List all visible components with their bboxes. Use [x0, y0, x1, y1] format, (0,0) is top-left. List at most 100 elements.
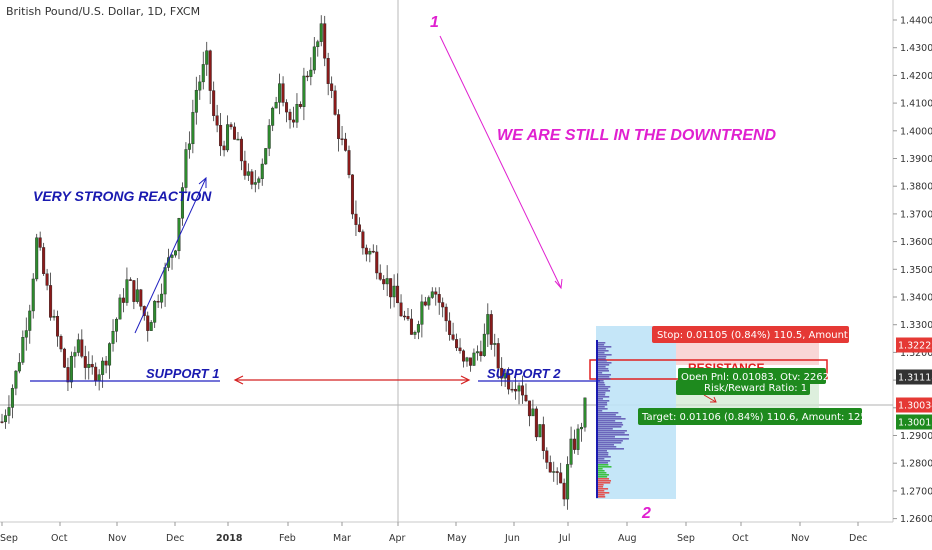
candle: [458, 338, 462, 354]
x-tick-label: Sep: [0, 533, 18, 544]
candle: [128, 277, 132, 281]
candle: [420, 294, 424, 338]
candle: [382, 275, 386, 290]
volume-profile-bar: [598, 440, 623, 442]
candle: [194, 76, 198, 125]
candle: [239, 136, 243, 171]
candle: [250, 169, 254, 190]
risk-reward-box[interactable]: Risk/Reward Ratio: 1: [676, 380, 810, 395]
downtrend-label: WE ARE STILL IN THE DOWNTREND: [497, 127, 777, 144]
volume-profile-bar: [598, 390, 611, 392]
price-badge: [896, 397, 932, 413]
candle: [264, 148, 268, 165]
time-axis[interactable]: Sep Oct Nov Dec 2018 Feb Mar Apr May Jun Jul Aug Sep…: [0, 522, 867, 544]
candle: [486, 303, 490, 347]
candle: [472, 348, 476, 366]
target-box[interactable]: Target: 0.01106 (0.84%) 110.6, Amount: 1…: [638, 408, 889, 425]
candle: [45, 268, 49, 291]
volume-profile-bar: [598, 488, 609, 490]
candle: [576, 424, 580, 455]
candle: [62, 347, 66, 369]
candle: [24, 317, 28, 351]
candle: [215, 104, 219, 133]
candle: [49, 272, 53, 321]
candle: [517, 382, 521, 405]
candle: [510, 381, 514, 393]
candle: [333, 85, 337, 116]
svg-text:Open Pnl: 0.01083, Qty: 22624: Open Pnl: 0.01083, Qty: 22624: [681, 372, 835, 383]
volume-profile-bar: [598, 398, 604, 400]
candle: [541, 416, 545, 460]
candle: [28, 304, 32, 344]
candle: [364, 244, 368, 262]
candle: [514, 375, 518, 400]
candle: [319, 15, 323, 47]
candle: [423, 296, 427, 307]
candle: [243, 150, 247, 180]
y-tick-label: 1.32000: [900, 348, 932, 359]
volume-profile-bar: [598, 444, 615, 446]
candle: [0, 413, 4, 424]
candle: [80, 329, 84, 359]
y-tick-label: 1.29000: [900, 431, 932, 442]
volume-profile-bar: [598, 446, 617, 448]
x-tick-label: Nov: [108, 533, 127, 544]
candle: [527, 400, 531, 427]
candle: [371, 244, 375, 254]
volume-profile-bar: [598, 416, 622, 418]
candle: [559, 462, 563, 484]
y-tick-label: 1.33000: [900, 320, 932, 331]
candle: [222, 140, 226, 157]
range-arrow[interactable]: [233, 375, 471, 385]
volume-profile-bar: [598, 484, 604, 486]
candle: [295, 93, 299, 128]
volume-profile-bar: [598, 460, 611, 462]
volume-profile-bar: [598, 426, 622, 428]
volume-profile-bar: [598, 476, 608, 478]
candle: [323, 15, 327, 67]
candle: [347, 145, 351, 179]
candle: [385, 265, 389, 297]
volume-profile-bar: [598, 454, 609, 456]
candle: [31, 273, 35, 319]
candle: [173, 249, 177, 258]
volume-profile-bar: [598, 478, 610, 480]
candle: [232, 122, 236, 140]
support-1-label: SUPPORT 1: [146, 366, 219, 381]
volume-profile-bar: [598, 480, 612, 482]
candle: [451, 322, 455, 341]
price-badge: [896, 337, 932, 353]
candle: [90, 355, 94, 375]
x-tick-label: Feb: [279, 533, 296, 544]
volume-profile-bar: [598, 388, 609, 390]
reaction-arrow[interactable]: [134, 176, 207, 334]
candle: [378, 264, 382, 281]
candle: [201, 51, 205, 90]
y-tick-label: 1.40000: [900, 126, 932, 137]
volume-profile-bar: [598, 490, 605, 492]
volume-profile-bar: [598, 376, 610, 378]
candle: [7, 395, 11, 424]
candle: [479, 340, 483, 362]
candle: [555, 467, 559, 485]
candle: [56, 310, 60, 347]
price-badge: [896, 414, 932, 430]
candle: [375, 245, 379, 280]
downtrend-arrow[interactable]: [439, 35, 563, 290]
y-tick-label: 1.34000: [900, 293, 932, 304]
stop-box[interactable]: Stop: 0.01105 (0.84%) 110.5, Amount: 750: [652, 326, 873, 343]
y-tick-label: 1.44000: [900, 16, 932, 27]
x-tick-label: Dec: [166, 533, 184, 544]
candle: [267, 119, 271, 157]
candle: [409, 309, 413, 335]
volume-profile-bar: [598, 424, 624, 426]
volume-profile-base: [596, 340, 598, 498]
volume-profile-bar: [598, 442, 622, 444]
volume-profile-bar: [598, 422, 623, 424]
volume-profile-bar: [598, 464, 609, 466]
candle: [191, 99, 195, 154]
volume-profile-bar: [598, 472, 607, 474]
volume-profile-bar: [598, 438, 629, 440]
volume-profile-bar: [598, 368, 609, 370]
